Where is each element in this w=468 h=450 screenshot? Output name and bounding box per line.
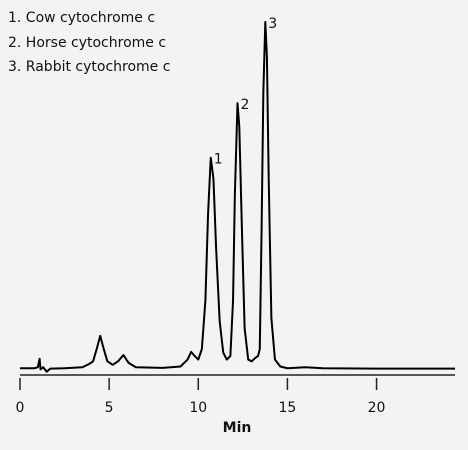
x-tick-label: 5 [105,400,114,416]
x-tick-label: 15 [279,400,297,416]
x-tick-label: 20 [368,400,386,416]
chromatogram-line [20,21,455,373]
peak-label: 3 [268,16,277,32]
x-axis-label: Min [223,420,252,436]
peak-label: 2 [241,97,250,113]
peak-label: 1 [214,152,223,168]
x-tick-label: 0 [16,400,25,416]
x-tick-label: 10 [189,400,207,416]
legend-text: 2. Horse cytochrome c [8,35,166,51]
legend-text: 3. Rabbit cytochrome c [8,59,170,75]
legend-text: 1. Cow cytochrome c [8,10,155,26]
